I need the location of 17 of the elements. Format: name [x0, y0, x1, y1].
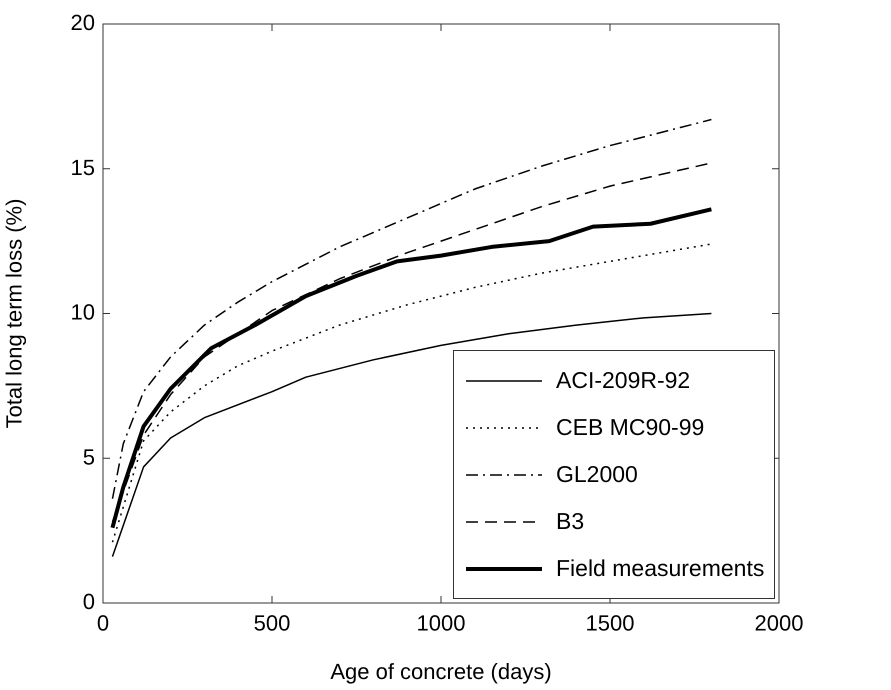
y-tick-label: 0 — [82, 589, 95, 614]
y-tick-label: 5 — [82, 444, 95, 470]
x-tick-label: 1500 — [586, 610, 634, 636]
line-series — [112, 118, 712, 500]
y-tick-label: 15 — [70, 154, 95, 180]
y-tick-label: 10 — [70, 300, 95, 325]
legend-label: ACI-209R-92 — [556, 367, 690, 394]
y-tick-label: 20 — [70, 10, 95, 36]
x-tick-label: 500 — [254, 610, 290, 636]
legend-label: B3 — [556, 508, 584, 535]
legend-label: CEB MC90-99 — [556, 414, 704, 441]
y-axis-title: Total long term loss (%) — [1, 198, 26, 428]
x-tick-label: 1000 — [416, 610, 466, 636]
x-axis-title: Age of concrete (days) — [330, 658, 552, 684]
legend-label: GL2000 — [556, 461, 638, 488]
legend-label: Field measurements — [556, 555, 764, 582]
x-tick-label: 2000 — [754, 610, 804, 636]
